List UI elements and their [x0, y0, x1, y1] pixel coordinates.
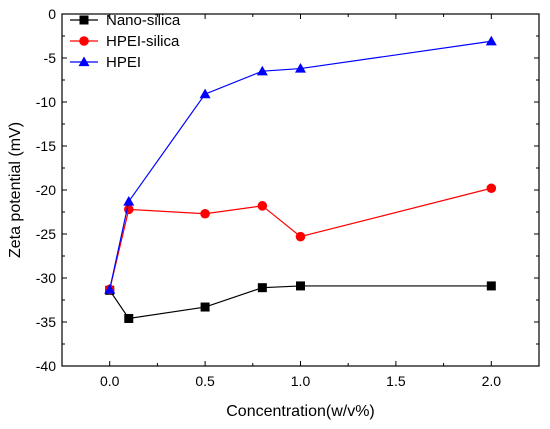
- legend-label: HPEI: [106, 54, 141, 71]
- data-point-nano-silica: [296, 281, 305, 291]
- data-point-hpei: [295, 63, 306, 73]
- legend-marker: [78, 56, 90, 67]
- x-tick-label: 1.5: [386, 373, 406, 389]
- y-axis-title: Zeta potential (mV): [7, 122, 24, 258]
- y-tick-label: -20: [36, 182, 56, 198]
- series-line-nano-silica: [109, 285, 492, 320]
- data-point-hpei: [104, 283, 116, 294]
- y-tick-label: -10: [36, 94, 56, 110]
- legend-item-hpei-silica: HPEI-silica: [70, 33, 180, 50]
- x-tick-label: 2.0: [482, 373, 502, 389]
- legend-item-nano-silica: Nano-silica: [70, 12, 181, 29]
- legend-label: Nano-silica: [106, 12, 181, 29]
- y-tick-label: 0: [48, 6, 56, 22]
- y-tick-label: -5: [44, 50, 57, 66]
- data-point-hpei-silica: [123, 204, 134, 215]
- x-tick-label: 0.0: [100, 373, 120, 389]
- data-point-hpei: [123, 195, 135, 206]
- series-layer: [104, 35, 497, 323]
- series-line-hpei-silica: [109, 187, 492, 290]
- y-tick-label: -35: [36, 314, 56, 330]
- data-point-hpei: [256, 65, 268, 76]
- legend-item-hpei: HPEI: [70, 54, 141, 71]
- legend-marker: [79, 36, 89, 46]
- data-point-hpei-silica: [200, 208, 210, 219]
- legend-label: HPEI-silica: [106, 33, 180, 50]
- data-point-nano-silica: [257, 283, 267, 293]
- data-point-nano-silica: [200, 302, 210, 312]
- data-point-hpei-silica: [257, 201, 268, 211]
- x-tick-label: 0.5: [195, 373, 215, 389]
- data-point-hpei-silica: [486, 183, 497, 194]
- series-line-hpei: [109, 40, 492, 290]
- axes: 0.0 0.5 1.0 1.5 2.0 0 -5 -10 -15 -20 -25 -30 -35 -40: [36, 6, 540, 389]
- x-axis-title: Concentration(w/v%): [226, 403, 375, 420]
- y-tick-label: -30: [36, 270, 56, 286]
- y-tick-label: -25: [36, 226, 56, 242]
- data-point-nano-silica: [486, 281, 496, 291]
- x-tick-label: 1.0: [291, 373, 311, 389]
- legend: Nano-silica HPEI-silica HPEI: [70, 12, 181, 71]
- series-hpei-silica: [104, 183, 497, 295]
- data-point-hpei: [485, 35, 497, 46]
- data-point-hpei: [199, 88, 211, 99]
- y-tick-label: -40: [36, 358, 56, 374]
- data-point-hpei-silica: [295, 231, 306, 242]
- y-tick-label: -15: [36, 138, 56, 154]
- series-nano-silica: [105, 281, 496, 323]
- series-hpei: [104, 35, 497, 294]
- data-point-nano-silica: [124, 313, 134, 323]
- legend-marker: [79, 15, 89, 25]
